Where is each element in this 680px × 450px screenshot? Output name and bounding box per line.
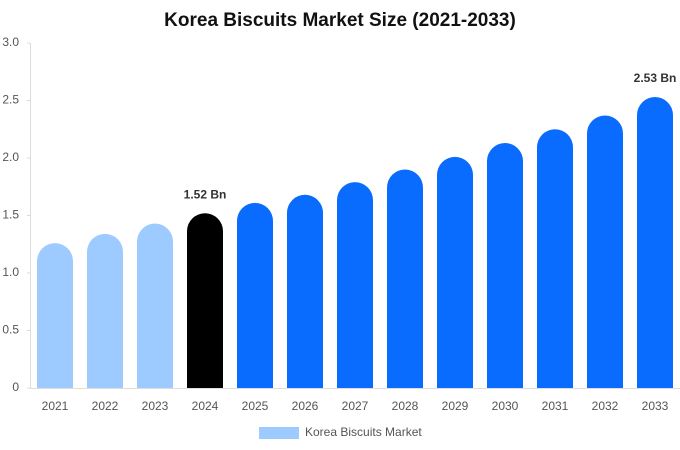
y-tick-label: 3.0: [2, 35, 19, 49]
legend-label: Korea Biscuits Market: [305, 425, 422, 439]
bar: [287, 194, 323, 388]
chart-title: Korea Biscuits Market Size (2021-2033): [164, 10, 516, 31]
bar: [237, 202, 273, 388]
x-tick-label: 2021: [42, 399, 69, 413]
y-tick-label: 1.0: [2, 265, 19, 279]
bar: [337, 182, 373, 388]
x-tick-label: 2032: [592, 399, 619, 413]
bar: [387, 169, 423, 388]
bar: [187, 213, 223, 388]
bar: [487, 143, 523, 388]
bar: [137, 223, 173, 388]
bar: [87, 233, 123, 388]
bar: [37, 243, 73, 388]
y-tick-label: 0.5: [2, 323, 19, 337]
x-tick-label: 2023: [142, 399, 169, 413]
bar: [637, 97, 673, 389]
data-label: 1.52 Bn: [184, 187, 227, 201]
x-tick-label: 2024: [192, 399, 219, 413]
y-tick-label: 0: [12, 380, 19, 394]
x-tick-label: 2029: [442, 399, 469, 413]
x-tick-label: 2031: [542, 399, 569, 413]
legend-swatch: [259, 427, 299, 439]
bar: [537, 129, 573, 388]
y-tick-label: 1.5: [2, 208, 19, 222]
x-tick-label: 2026: [292, 399, 319, 413]
x-tick-label: 2033: [642, 399, 669, 413]
x-tick-label: 2027: [342, 399, 369, 413]
x-tick-label: 2025: [242, 399, 269, 413]
bar: [587, 115, 623, 388]
data-label: 2.53 Bn: [634, 71, 677, 85]
x-tick-label: 2028: [392, 399, 419, 413]
bar: [437, 156, 473, 388]
y-tick-label: 2.5: [2, 93, 19, 107]
x-tick-label: 2022: [92, 399, 119, 413]
x-tick-label: 2030: [492, 399, 519, 413]
y-tick-label: 2.0: [2, 150, 19, 164]
